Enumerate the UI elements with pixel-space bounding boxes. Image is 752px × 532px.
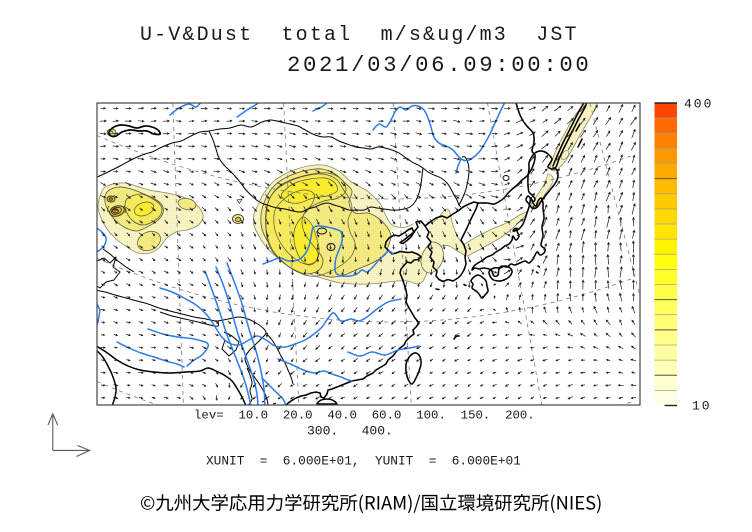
svg-text:300. 400.: 300. 400. (307, 424, 393, 439)
svg-text:XUNIT = 6.000E+01, YUNIT =: XUNIT = 6.000E+01, YUNIT = 6.000E+01 (206, 454, 521, 469)
svg-text:2021/03/06.09:00:00: 2021/03/06.09:00:00 (287, 52, 591, 78)
svg-text:10: 10 (692, 399, 712, 414)
svg-text:lev= 10.0 20.0 40.0 60.0: lev= 10.0 20.0 40.0 60.0 100. 150. 200. (194, 409, 535, 423)
svg-text:U-V&Dust total m/s&ug/m3 JS: U-V&Dust total m/s&ug/m3 JST (140, 24, 579, 47)
svg-text:400: 400 (684, 97, 713, 112)
